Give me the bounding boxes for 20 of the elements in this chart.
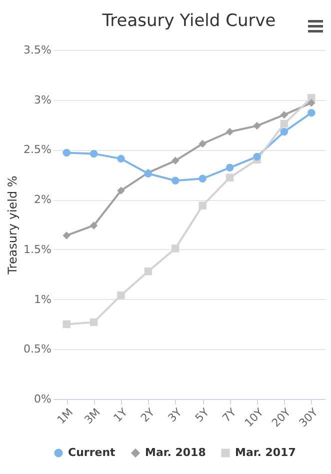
y-tick-label: 3% [34, 93, 52, 106]
x-tick-label: 3M [82, 406, 103, 427]
x-tick-label: 1M [54, 406, 76, 427]
y-tick-label: 2% [34, 193, 52, 206]
y-tick-label: 0% [34, 392, 52, 406]
x-tick-label: 1Y [111, 406, 130, 425]
y-axis-title: Treasury yield % [6, 176, 20, 276]
legend-label: Current [68, 446, 116, 459]
legend-label: Mar. 2018 [145, 446, 206, 459]
y-tick-label: 2.5% [24, 143, 52, 156]
x-tick-label: 3Y [165, 406, 185, 425]
x-tick-label: 7Y [220, 406, 239, 425]
x-tick-label: 2Y [138, 406, 158, 425]
y-tick-label: 3.5% [24, 44, 52, 56]
x-tick-label: 5Y [192, 406, 212, 425]
y-tick-label: 0.5% [24, 342, 52, 356]
y-tick-label: 1.5% [24, 242, 52, 256]
y-tick-label: 1% [34, 292, 52, 306]
legend-label: Mar. 2017 [235, 446, 296, 459]
chart-title: Treasury Yield Curve [101, 11, 276, 31]
